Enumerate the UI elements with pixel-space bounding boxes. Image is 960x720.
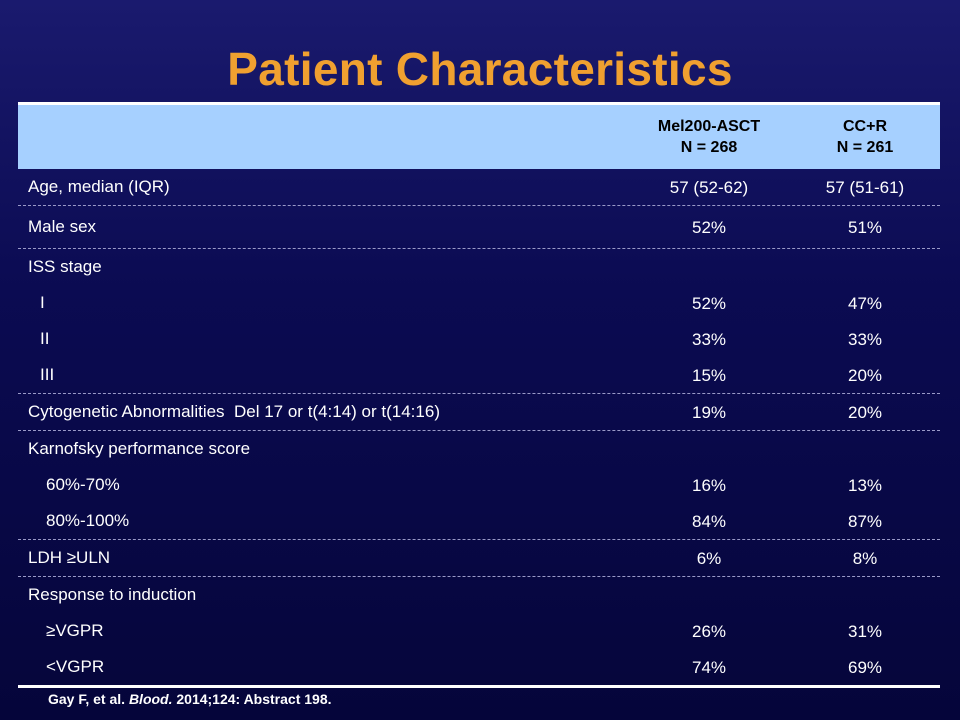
slide-title: Patient Characteristics xyxy=(227,43,733,95)
group-age: Age, median (IQR) 57 (52-62) 57 (51-61) xyxy=(18,169,940,206)
group-karnofsky: Karnofsky performance score 60%-70% 16% … xyxy=(18,431,940,540)
value-ccr: 13% xyxy=(847,475,883,495)
row-label: ISS stage xyxy=(28,257,102,276)
row-label: Karnofsky performance score xyxy=(28,439,251,458)
value-mel200: 52% xyxy=(691,293,727,313)
table-header: Mel200-ASCT N = 268 CC+R N = 261 xyxy=(18,102,940,169)
header-mel200-n: N = 268 xyxy=(680,139,738,156)
group-cytogenetics: Cytogenetic Abnormalities Del 17 or t(4:… xyxy=(18,394,940,431)
table-row: ≥VGPR 26% 31% xyxy=(18,613,940,649)
header-ccr-name: CC+R xyxy=(842,118,887,135)
value-mel200: 74% xyxy=(691,657,727,677)
row-label: 80%-100% xyxy=(46,511,130,530)
citation-authors: Gay F, et al. xyxy=(48,691,129,707)
table-row: Response to induction xyxy=(18,577,940,613)
value-ccr: 47% xyxy=(847,293,883,313)
row-label: Male sex xyxy=(28,217,97,236)
value-ccr: 33% xyxy=(847,329,883,349)
value-ccr: 51% xyxy=(847,217,883,237)
value-ccr: 8% xyxy=(852,548,878,568)
value-mel200: 19% xyxy=(691,402,727,422)
table-row: Age, median (IQR) 57 (52-62) 57 (51-61) xyxy=(18,169,940,205)
group-iss: ISS stage I 52% 47% II 33% 33% III 15% 2… xyxy=(18,249,940,394)
value-mel200: 6% xyxy=(696,548,722,568)
value-ccr: 31% xyxy=(847,621,883,641)
patient-characteristics-table: Mel200-ASCT N = 268 CC+R N = 261 Age, me… xyxy=(18,102,940,688)
row-label: <VGPR xyxy=(46,657,105,676)
value-mel200: 84% xyxy=(691,511,727,531)
table-row: 80%-100% 84% 87% xyxy=(18,503,940,539)
value-mel200: 52% xyxy=(691,217,727,237)
table-row: Male sex 52% 51% xyxy=(18,206,940,248)
row-label: LDH ≥ULN xyxy=(28,548,111,567)
row-label: 60%-70% xyxy=(46,475,120,494)
value-ccr: 87% xyxy=(847,511,883,531)
table-row: Karnofsky performance score xyxy=(18,431,940,467)
value-mel200: 26% xyxy=(691,621,727,641)
row-label: II xyxy=(40,329,50,348)
row-label: ≥VGPR xyxy=(46,621,104,640)
header-mel200-asct: Mel200-ASCT N = 268 xyxy=(628,116,790,158)
group-response: Response to induction ≥VGPR 26% 31% <VGP… xyxy=(18,577,940,688)
value-ccr: 20% xyxy=(847,365,883,385)
table-row: II 33% 33% xyxy=(18,321,940,357)
value-mel200: 15% xyxy=(691,365,727,385)
table-row: Cytogenetic Abnormalities Del 17 or t(4:… xyxy=(18,394,940,430)
table-row: 60%-70% 16% 13% xyxy=(18,467,940,503)
table-row: LDH ≥ULN 6% 8% xyxy=(18,540,940,576)
row-label: Age, median (IQR) xyxy=(28,177,170,196)
header-ccr: CC+R N = 261 xyxy=(790,116,940,158)
header-mel200-name: Mel200-ASCT xyxy=(657,118,761,135)
group-ldh: LDH ≥ULN 6% 8% xyxy=(18,540,940,577)
citation-footnote: Gay F, et al. Blood. 2014;124: Abstract … xyxy=(48,691,332,707)
value-ccr: 69% xyxy=(847,657,883,677)
row-label: Response to induction xyxy=(28,585,197,604)
group-sex: Male sex 52% 51% xyxy=(18,206,940,249)
header-ccr-n: N = 261 xyxy=(836,139,894,156)
value-mel200: 57 (52-62) xyxy=(669,177,749,197)
row-label: Cytogenetic Abnormalities Del 17 or t(4:… xyxy=(28,402,440,421)
value-ccr: 57 (51-61) xyxy=(825,177,905,197)
table-row: ISS stage xyxy=(18,249,940,285)
value-mel200: 33% xyxy=(691,329,727,349)
row-label: I xyxy=(40,293,45,312)
citation-details: 2014;124: Abstract 198. xyxy=(172,691,332,707)
table-row: I 52% 47% xyxy=(18,285,940,321)
table-row: III 15% 20% xyxy=(18,357,940,393)
row-label: III xyxy=(40,365,55,384)
table-row: <VGPR 74% 69% xyxy=(18,649,940,685)
value-ccr: 20% xyxy=(847,402,883,422)
value-mel200: 16% xyxy=(691,475,727,495)
citation-journal: Blood. xyxy=(128,691,173,707)
